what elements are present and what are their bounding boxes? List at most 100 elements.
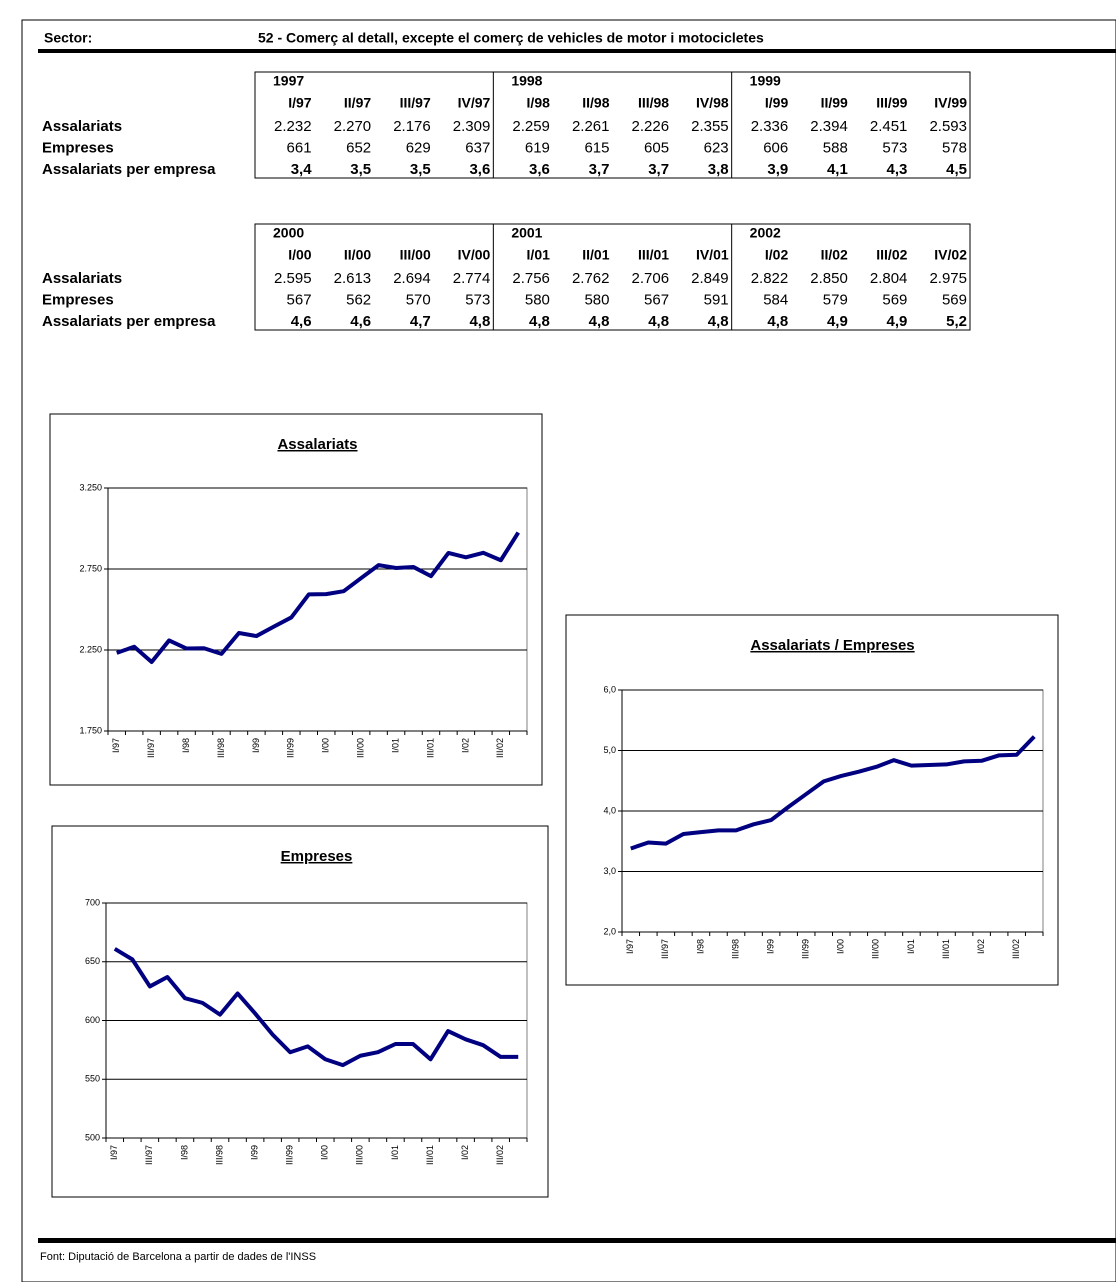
year-label: 1999 <box>750 73 781 89</box>
table-cell: 3,7 <box>589 161 610 178</box>
table-cell: 584 <box>763 291 788 308</box>
y-tick-label: 650 <box>85 956 100 966</box>
table-cell: 652 <box>346 139 371 156</box>
x-tick-label: III/01 <box>941 939 951 959</box>
chart-frame <box>565 614 1059 986</box>
footer-source: Font: Diputació de Barcelona a partir de… <box>40 1251 316 1263</box>
x-tick-label: III/97 <box>660 939 670 959</box>
x-tick-label: III/00 <box>356 738 366 758</box>
quarter-label: I/99 <box>765 95 789 111</box>
y-tick-label: 5,0 <box>603 745 616 755</box>
year-label: 1997 <box>273 73 304 89</box>
table-cell: 3,5 <box>410 161 431 178</box>
x-tick-label: I/02 <box>976 939 986 954</box>
quarter-label: III/99 <box>876 95 907 111</box>
table-cell: 2.232 <box>274 118 312 135</box>
header-rule <box>38 49 1116 53</box>
x-tick-label: I/97 <box>111 738 121 753</box>
row-label: Assalariats <box>42 118 122 135</box>
x-tick-label: III/97 <box>144 1145 154 1165</box>
table-cell: 4,1 <box>827 161 848 178</box>
table-cell: 2.226 <box>632 118 670 135</box>
quarter-label: II/01 <box>582 247 609 263</box>
table-cell: 4,7 <box>410 313 431 330</box>
row-label: Assalariats per empresa <box>42 313 216 330</box>
quarter-label: II/97 <box>344 95 371 111</box>
table-cell: 3,4 <box>291 161 313 178</box>
quarter-label: IV/99 <box>934 95 967 111</box>
x-tick-label: I/00 <box>321 738 331 753</box>
y-tick-label: 700 <box>85 897 100 907</box>
table-cell: 5,2 <box>946 313 967 330</box>
table-cell: 567 <box>287 291 312 308</box>
table-cell: 637 <box>465 139 490 156</box>
quarter-label: III/00 <box>400 247 431 263</box>
table-cell: 2.613 <box>334 270 372 287</box>
x-tick-label: I/98 <box>179 1145 189 1160</box>
x-tick-label: III/98 <box>216 738 226 758</box>
table-cell: 569 <box>882 291 907 308</box>
table-cell: 579 <box>823 291 848 308</box>
table-cell: 2.849 <box>691 270 729 287</box>
row-label: Assalariats per empresa <box>42 161 216 178</box>
table-cell: 2.706 <box>632 270 670 287</box>
quarter-label: IV/00 <box>458 247 491 263</box>
y-tick-label: 1.750 <box>79 725 102 735</box>
x-tick-label: III/00 <box>355 1145 365 1165</box>
x-tick-label: I/01 <box>390 1145 400 1160</box>
table-cell: 615 <box>584 139 609 156</box>
row-label: Assalariats <box>42 270 122 287</box>
quarter-label: I/00 <box>288 247 312 263</box>
quarter-label: II/00 <box>344 247 371 263</box>
table-cell: 661 <box>287 139 312 156</box>
quarter-label: III/01 <box>638 247 669 263</box>
table-cell: 2.975 <box>929 270 967 287</box>
data-line <box>630 735 1036 851</box>
table-cell: 2.261 <box>572 118 610 135</box>
table-cell: 2.762 <box>572 270 610 287</box>
quarter-label: IV/02 <box>934 247 967 263</box>
data-line <box>116 531 520 664</box>
chart-title: Assalariats <box>277 436 357 453</box>
table-cell: 588 <box>823 139 848 156</box>
y-tick-label: 550 <box>85 1074 100 1084</box>
table-cell: 4,8 <box>529 313 550 330</box>
page-border <box>21 19 1116 1282</box>
table-cell: 4,8 <box>708 313 729 330</box>
x-tick-label: III/98 <box>730 939 740 959</box>
table-cell: 4,8 <box>648 313 669 330</box>
table-cell: 569 <box>942 291 967 308</box>
x-tick-label: III/00 <box>871 939 881 959</box>
table-cell: 2.595 <box>274 270 312 287</box>
x-tick-label: I/02 <box>460 738 470 753</box>
year-label: 1998 <box>511 73 542 89</box>
quarter-label: II/02 <box>821 247 848 263</box>
x-tick-label: I/01 <box>390 738 400 753</box>
table-cell: 3,5 <box>350 161 371 178</box>
x-tick-label: I/99 <box>251 738 261 753</box>
x-tick-label: III/99 <box>801 939 811 959</box>
table-border <box>254 223 971 331</box>
table-cell: 2.176 <box>393 118 431 135</box>
table-cell: 591 <box>704 291 729 308</box>
y-tick-label: 3.250 <box>79 482 102 492</box>
x-tick-label: III/97 <box>146 738 156 758</box>
x-tick-label: I/97 <box>625 939 635 954</box>
chart-title: Assalariats / Empreses <box>750 637 914 654</box>
x-tick-label: I/02 <box>460 1145 470 1160</box>
table-cell: 3,6 <box>529 161 550 178</box>
y-tick-label: 6,0 <box>603 684 616 694</box>
row-label: Empreses <box>42 139 114 156</box>
x-tick-label: I/98 <box>181 738 191 753</box>
x-tick-label: I/99 <box>765 939 775 954</box>
x-tick-label: III/02 <box>495 738 505 758</box>
table-cell: 580 <box>525 291 550 308</box>
footer-rule <box>38 1238 1116 1243</box>
table-cell: 4,6 <box>291 313 312 330</box>
table-cell: 605 <box>644 139 669 156</box>
table-cell: 4,9 <box>827 313 848 330</box>
table-cell: 2.804 <box>870 270 908 287</box>
table-cell: 4,3 <box>887 161 908 178</box>
table-cell: 2.394 <box>810 118 848 135</box>
